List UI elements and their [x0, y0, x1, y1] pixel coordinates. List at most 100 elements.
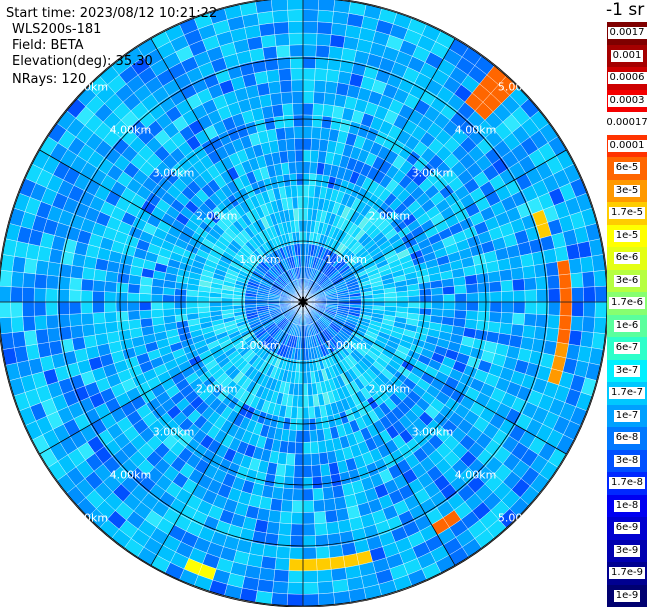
heatmap-cell — [273, 21, 290, 35]
heatmap-cell — [558, 273, 572, 289]
heatmap-cell — [34, 315, 48, 331]
heatmap-cell — [302, 547, 317, 560]
range-ring-label: 4.00km — [110, 469, 152, 482]
heatmap-cell — [510, 323, 525, 337]
heatmap-cell — [302, 582, 319, 595]
heatmap-cell — [499, 268, 513, 282]
heatmap-cell — [477, 310, 491, 322]
range-ring-label: 5.00km — [67, 80, 109, 93]
colorbar-tick-label: 0.0001 — [607, 139, 647, 152]
heatmap-cell — [280, 91, 293, 105]
heatmap-cell — [307, 394, 315, 408]
heatmap-cell — [396, 301, 409, 308]
heatmap-cell — [139, 284, 153, 295]
heatmap-cell — [293, 465, 304, 478]
heatmap-cell — [442, 293, 456, 303]
heatmap-cell — [291, 511, 304, 525]
heatmap-cell — [162, 308, 176, 317]
heatmap-cell — [501, 290, 514, 303]
heatmap-cell — [372, 297, 386, 303]
heatmap-cell — [46, 327, 61, 343]
heatmap-cell — [477, 282, 491, 294]
heatmap-cell — [209, 296, 222, 303]
heatmap-cell — [431, 301, 444, 310]
heatmap-cell — [286, 150, 296, 163]
site-label: WLS200s-181 — [12, 22, 102, 37]
heatmap-cell — [302, 383, 309, 396]
colorbar-cell: 3e-6 — [607, 269, 647, 292]
heatmap-cell — [512, 290, 526, 303]
heatmap-cell — [570, 272, 584, 289]
heatmap-cell — [302, 558, 318, 572]
heatmap-cell — [593, 270, 607, 287]
heatmap-cell — [314, 522, 328, 536]
heatmap-cell — [466, 292, 479, 303]
heatmap-cell — [302, 395, 309, 408]
azimuth-spoke — [150, 301, 304, 566]
heatmap-cell — [23, 329, 38, 347]
heatmap-cell — [313, 91, 326, 105]
heatmap-cell — [290, 523, 304, 537]
heatmap-cell — [256, 82, 271, 97]
heatmap-cell — [292, 103, 304, 116]
colorbar-cell: 1.7e-7 — [607, 382, 647, 405]
heatmap-cell — [322, 486, 335, 500]
range-ring-label: 3.00km — [153, 167, 195, 180]
heatmap-cell — [299, 243, 304, 256]
radar-sectors — [0, 0, 608, 607]
heatmap-cell — [318, 0, 335, 12]
heatmap-cell — [257, 578, 274, 593]
heatmap-cell — [465, 283, 479, 294]
heatmap-cell — [310, 138, 321, 152]
azimuth-spoke — [302, 149, 567, 303]
heatmap-cell — [329, 555, 346, 570]
heatmap-cell — [70, 265, 84, 279]
colorbar-tick-label: 6e-5 — [613, 162, 641, 175]
heatmap-cell — [500, 312, 514, 325]
colorbar-tick-label: 1e-5 — [613, 229, 641, 242]
heatmap-cell — [297, 395, 304, 408]
heatmap-cell — [293, 114, 304, 128]
heatmap-cell — [349, 298, 362, 303]
range-ring-label: 3.00km — [153, 425, 195, 438]
heatmap-cell — [512, 278, 526, 292]
heatmap-cell — [465, 310, 479, 321]
colorbar-tick-label: 3e-8 — [613, 454, 641, 467]
colorbar-tick-label: 1.7e-6 — [608, 297, 646, 310]
heatmap-cell — [545, 261, 560, 277]
heatmap-cell — [284, 126, 295, 140]
heatmap-cell — [311, 464, 322, 478]
colorbar-cell: 0.001 — [607, 44, 647, 67]
heatmap-cell — [296, 406, 304, 420]
heatmap-cell — [80, 312, 94, 326]
heatmap-cell — [262, 45, 278, 60]
heatmap-cell — [316, 569, 333, 583]
heatmap-cell — [361, 298, 374, 303]
heatmap-cell — [279, 511, 293, 525]
heatmap-cell — [271, 592, 288, 606]
heatmap-cell — [275, 127, 287, 141]
heatmap-cell — [329, 34, 346, 49]
heatmap-cell — [287, 9, 304, 22]
heatmap-cell — [287, 582, 304, 595]
heatmap-cell — [328, 544, 344, 559]
colorbar-cell: 1e-5 — [607, 224, 647, 247]
heatmap-cell — [302, 523, 316, 537]
colorbar-cell: 0.0001 — [607, 134, 647, 157]
colorbar-tick-label: 6e-9 — [613, 522, 641, 535]
range-ring-label: 3.00km — [412, 167, 454, 180]
heatmap-cell — [10, 286, 23, 303]
heatmap-cell — [45, 314, 59, 330]
heatmap-cell — [150, 293, 164, 303]
heatmap-cell — [302, 418, 310, 431]
heatmap-cell — [594, 285, 608, 303]
heatmap-cell — [291, 91, 304, 104]
heatmap-cell — [316, 21, 333, 35]
colorbar-cell: 0.00017 — [604, 112, 647, 135]
heatmap-cell — [258, 567, 276, 582]
heatmap-cell — [273, 115, 285, 129]
colorbar-tick-label: 1.7e-9 — [608, 567, 646, 580]
heatmap-cell — [419, 288, 432, 297]
heatmap-cell — [419, 301, 432, 309]
heatmap-cell — [269, 92, 283, 106]
